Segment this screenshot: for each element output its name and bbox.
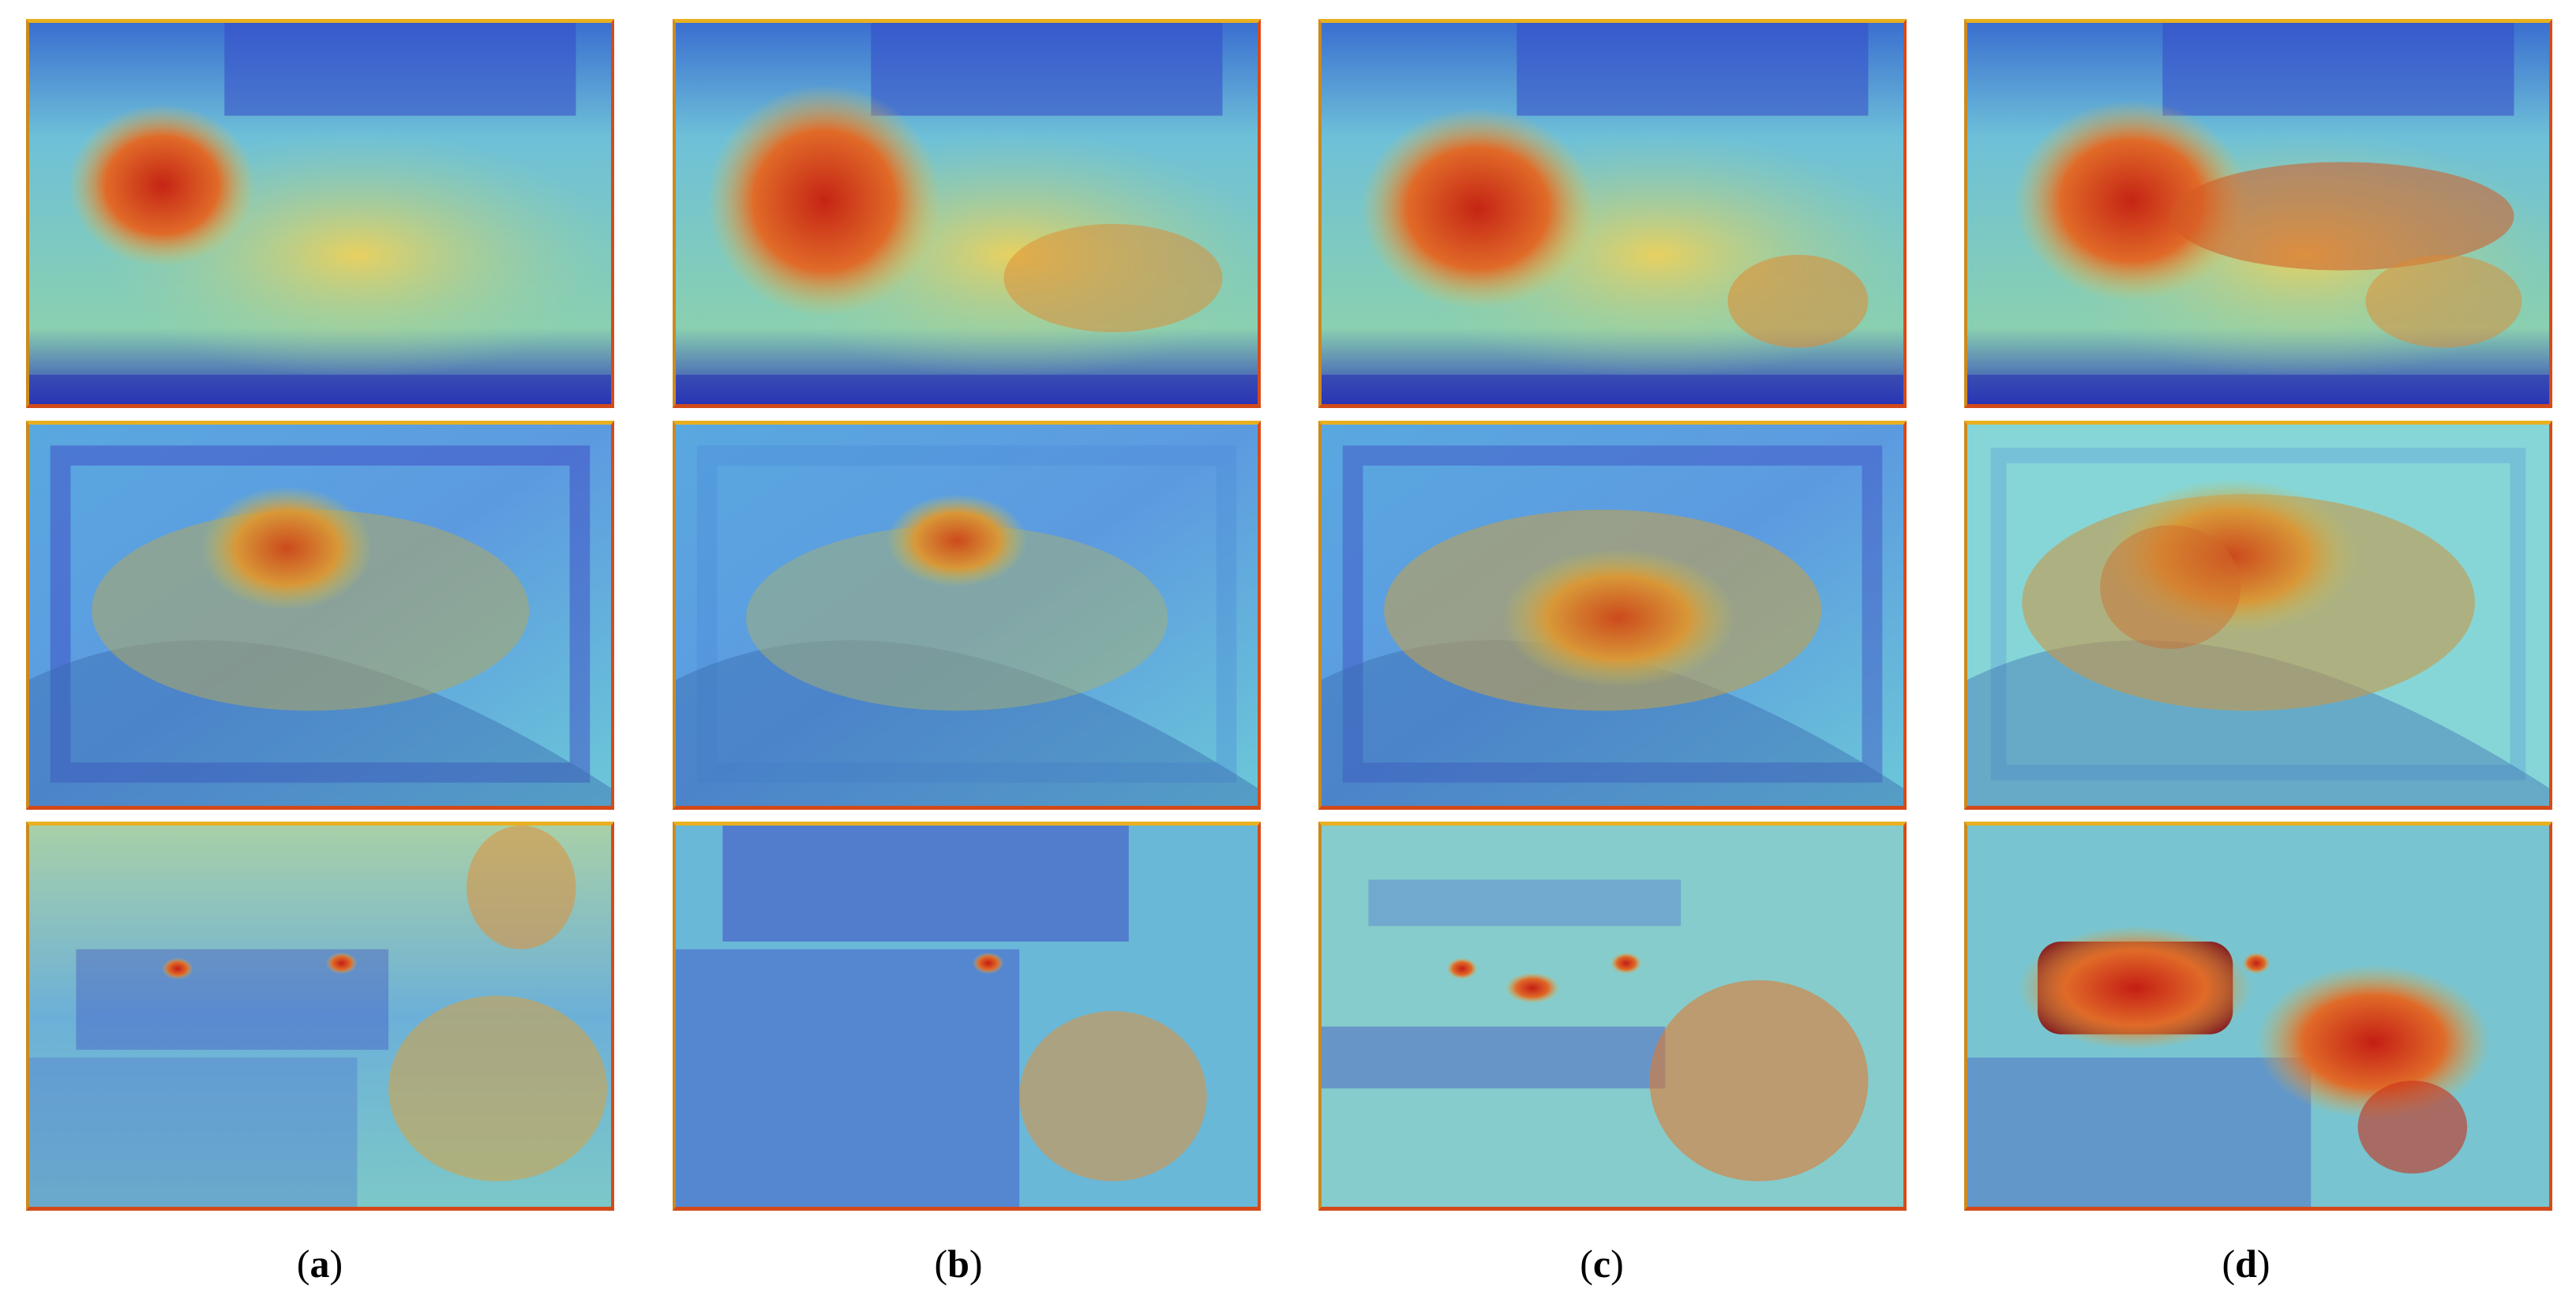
panel-row3-col-b <box>673 822 1261 1211</box>
panel-row3-col-d <box>1964 822 2552 1211</box>
heatmap-cat-loaf-d <box>1967 23 2549 404</box>
caption-c: (c) <box>1580 1241 1624 1286</box>
caption-a: (a) <box>296 1241 343 1286</box>
heatmap-living-room-b <box>676 826 1258 1207</box>
heatmap-living-room-d <box>1967 826 2549 1207</box>
caption-b: (b) <box>934 1241 983 1286</box>
panel-row2-col-a <box>26 421 614 810</box>
heatmap-living-room-a <box>29 826 611 1207</box>
panel-row3-col-a <box>26 822 614 1211</box>
panel-row2-col-b <box>673 421 1261 810</box>
panel-row2-col-d <box>1964 421 2552 810</box>
panel-row1-col-a <box>26 19 614 408</box>
panel-row1-col-c <box>1318 19 1907 408</box>
panel-row2-col-c <box>1318 421 1907 810</box>
panel-row1-col-d <box>1964 19 2552 408</box>
heatmap-cat-lying-d <box>1967 425 2549 806</box>
heatmap-cat-lying-c <box>1322 425 1903 806</box>
panel-row3-col-c <box>1318 822 1907 1211</box>
heatmap-cat-loaf-b <box>676 23 1258 404</box>
heatmap-cat-lying-a <box>29 425 611 806</box>
panel-row1-col-b <box>673 19 1261 408</box>
heatmap-cat-lying-b <box>676 425 1258 806</box>
caption-d: (d) <box>2222 1241 2270 1286</box>
heatmap-living-room-c <box>1322 826 1903 1207</box>
heatmap-cat-loaf-c <box>1322 23 1903 404</box>
heatmap-cat-loaf-a <box>29 23 611 404</box>
